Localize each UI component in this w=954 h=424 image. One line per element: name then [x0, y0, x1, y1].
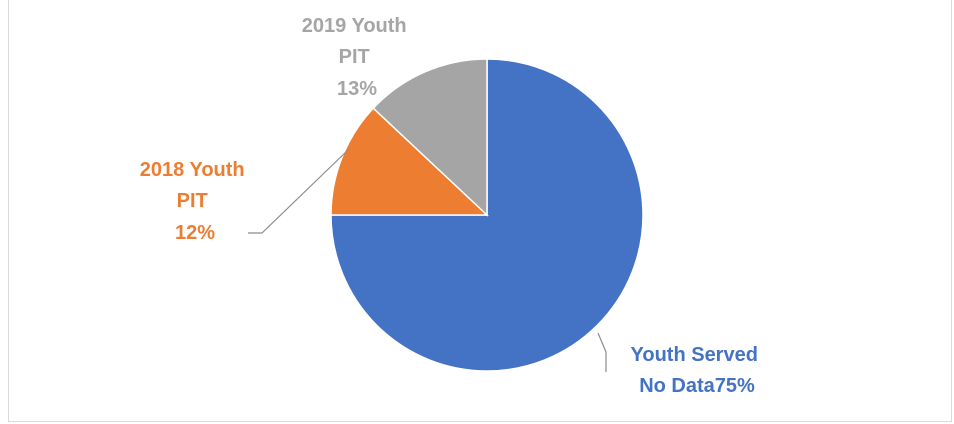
pie-slice-2018-youth-pit — [330, 107, 489, 216]
chart-frame — [8, 0, 952, 422]
leader-line-youth-served — [597, 332, 607, 372]
pie-slice-youth-served-no-data — [330, 58, 644, 372]
data-label-2018-youth-pit: 2018 Youth PIT 12% — [140, 159, 250, 244]
leader-lines — [248, 149, 607, 372]
data-labels: 2019 Youth PIT 13% 2018 Youth PIT 12% Yo… — [140, 15, 764, 397]
pie-slice-2019-youth-pit — [372, 58, 488, 217]
data-label-2019-youth-pit: 2019 Youth PIT 13% — [302, 15, 412, 100]
data-label-youth-served-no-data: Youth Served No Data75% — [631, 344, 764, 397]
leader-line-2018 — [248, 149, 349, 234]
pie-slices — [330, 58, 644, 372]
